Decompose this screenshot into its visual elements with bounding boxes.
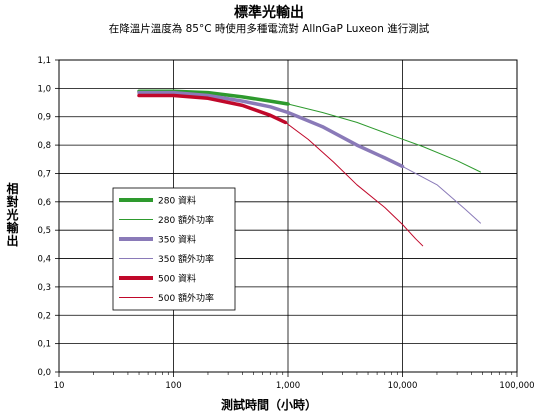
y-tick-label: 1,0	[37, 84, 51, 94]
y-tick-label: 0,5	[37, 226, 51, 236]
y-tick-label: 0,4	[37, 255, 51, 265]
y-tick-label: 0,2	[37, 311, 51, 321]
legend-label: 350 資料	[158, 234, 196, 246]
y-axis-label: 相對光輸出	[5, 182, 19, 248]
y-tick-label: 0,9	[37, 113, 51, 123]
series-line	[137, 90, 405, 169]
x-tick-label: 10,000	[388, 381, 418, 391]
chart-title: 標準光輸出	[234, 5, 304, 21]
x-axis-label: 測試時間（小時）	[220, 398, 317, 412]
series-line	[287, 103, 481, 173]
x-tick-label: 1,000	[276, 381, 300, 391]
legend-label: 500 資料	[158, 273, 196, 285]
y-tick-label: 0,6	[37, 198, 51, 208]
y-tick-label: 0,3	[37, 283, 51, 293]
series-line	[284, 121, 424, 247]
legend-label: 280 資料	[158, 195, 196, 207]
x-tick-label: 10	[54, 381, 65, 391]
legend-label: 500 額外功率	[158, 292, 214, 304]
legend-box	[112, 187, 236, 311]
y-tick-label: 0,8	[37, 141, 51, 151]
y-tick-label: 0,7	[37, 169, 51, 179]
legend-label: 280 額外功率	[158, 214, 214, 226]
x-tick-label: 100,000	[499, 381, 534, 391]
chart-subtitle: 在降溫片溫度為 85°C 時使用多種電流對 AllnGaP Luxeon 進行測…	[108, 23, 430, 35]
y-tick-label: 0,1	[37, 340, 51, 350]
series-line	[402, 165, 481, 224]
x-tick-label: 100	[165, 381, 181, 391]
series-line	[137, 93, 288, 125]
y-tick-label: 0,0	[37, 368, 51, 378]
legend-label: 350 額外功率	[158, 253, 214, 265]
y-tick-label: 1,1	[37, 56, 51, 66]
